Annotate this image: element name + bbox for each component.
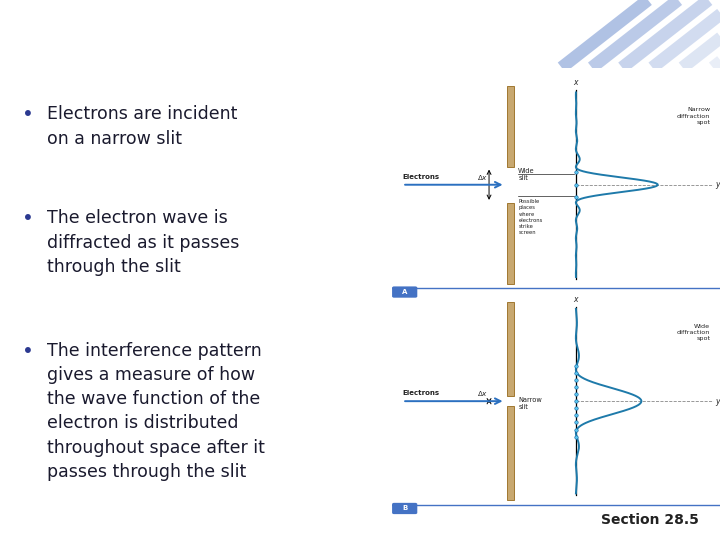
FancyBboxPatch shape (392, 503, 418, 514)
Text: B: B (402, 505, 408, 511)
Text: A: A (402, 289, 408, 295)
Text: •: • (22, 342, 33, 361)
Text: y: y (715, 397, 719, 406)
Text: The electron wave is
diffracted as it passes
through the slit: The electron wave is diffracted as it pa… (47, 209, 240, 276)
Text: Narrow
slit: Narrow slit (518, 397, 542, 410)
Text: Uncertainty, an Example: Uncertainty, an Example (13, 25, 415, 53)
Text: y: y (715, 180, 719, 189)
Bar (507, 302, 514, 396)
Text: $\Delta x$: $\Delta x$ (477, 389, 488, 399)
Text: Possible
places
where
electrons
strike
screen: Possible places where electrons strike s… (518, 199, 543, 235)
Text: x: x (574, 294, 578, 303)
FancyBboxPatch shape (392, 286, 418, 298)
Text: $\Delta x$: $\Delta x$ (477, 173, 488, 182)
Text: Narrow
diffraction
spot: Narrow diffraction spot (677, 107, 710, 125)
Text: Electrons are incident
on a narrow slit: Electrons are incident on a narrow slit (47, 105, 238, 147)
Bar (507, 202, 514, 284)
Text: x: x (574, 78, 578, 87)
Text: Wide
diffraction
spot: Wide diffraction spot (677, 324, 710, 341)
Text: Wide
slit: Wide slit (518, 168, 535, 181)
Text: •: • (22, 105, 33, 124)
Bar (507, 406, 514, 501)
Bar (507, 85, 514, 167)
Text: The interference pattern
gives a measure of how
the wave function of the
electro: The interference pattern gives a measure… (47, 342, 265, 481)
Text: Electrons: Electrons (402, 390, 439, 396)
Text: Electrons: Electrons (402, 174, 439, 180)
Text: Section 28.5: Section 28.5 (600, 512, 698, 526)
Text: •: • (22, 209, 33, 228)
